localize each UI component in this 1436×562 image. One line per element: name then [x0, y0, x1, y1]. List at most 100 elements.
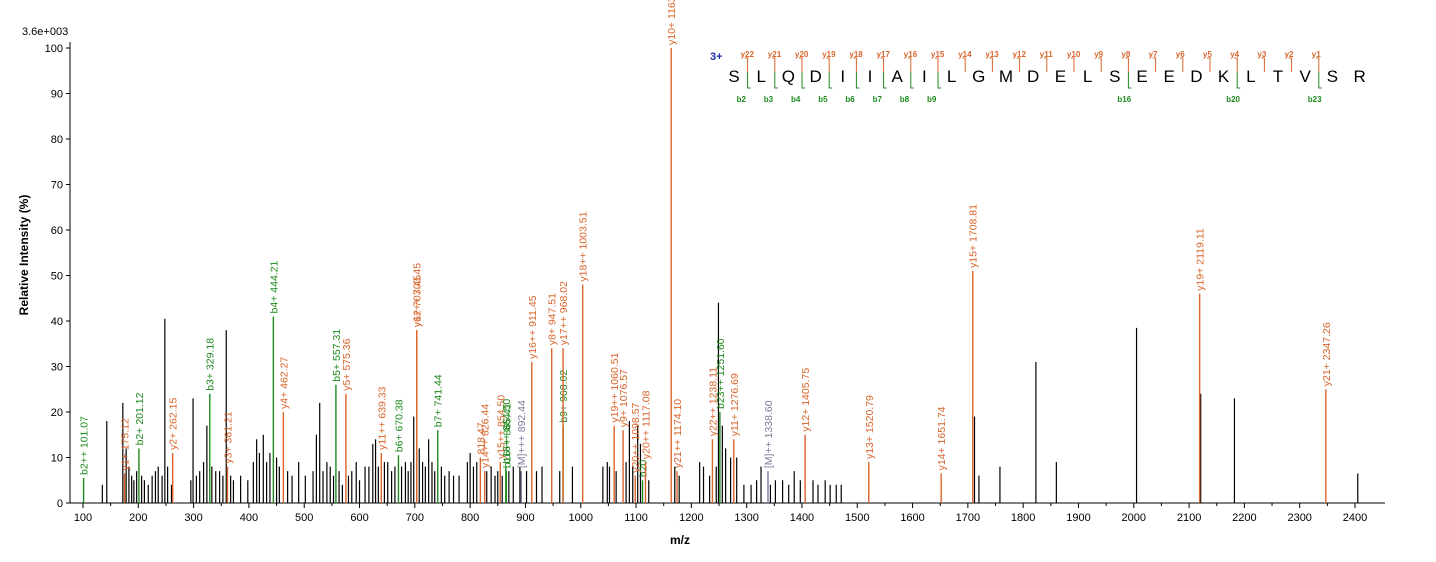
y-fragment-label: y6: [1176, 50, 1185, 59]
y-fragment-label: y4: [1230, 50, 1239, 59]
peak-label: y2+ 262.15: [168, 398, 180, 450]
peak-label: y19+ 2119.11: [1195, 228, 1207, 291]
peak-label: y14++ 826.44: [480, 404, 492, 468]
x-tick-label: 700: [406, 512, 424, 524]
y-fragment-bracket: [1180, 58, 1183, 72]
y-tick-label: 20: [51, 407, 63, 419]
peak-label: b6+ 670.38: [393, 399, 405, 452]
peak-label: y12+ 1405.75: [800, 368, 812, 432]
y-fragment-label: y16: [904, 50, 918, 59]
b-fragment-label: b7: [873, 95, 883, 104]
b-fragment-bracket: [802, 72, 805, 88]
peak-label: b20: [638, 460, 650, 478]
peak-label: y15+ 1708.81: [968, 204, 980, 268]
b-fragment-label: b6: [845, 95, 855, 104]
y-fragment-label: y19: [822, 50, 836, 59]
y-fragment-label: y12: [1013, 50, 1027, 59]
y-fragment-label: y5: [1203, 50, 1212, 59]
peak-label: [M]+++ 892.44: [516, 400, 528, 468]
y-fragment-bracket: [1071, 58, 1074, 72]
x-tick-label: 300: [184, 512, 202, 524]
residue-letter: S: [1327, 67, 1338, 86]
peak-label: y21+ 2347.26: [1321, 322, 1333, 386]
b-fragment-label: b5: [818, 95, 828, 104]
residue-letter: M: [999, 67, 1013, 86]
y-fragment-bracket: [989, 58, 992, 72]
x-tick-label: 1700: [956, 512, 980, 524]
peak-label: y11+ 1276.69: [729, 373, 741, 436]
peak-label: y14+ 1651.74: [936, 406, 948, 470]
y-fragment-bracket: [908, 58, 911, 72]
x-tick-label: 100: [74, 512, 92, 524]
b-fragment-label: b8: [900, 95, 910, 104]
b-fragment-label: b16: [1117, 95, 1131, 104]
b-fragment-bracket: [748, 72, 751, 88]
peak-label: b16++ 865.41: [501, 403, 513, 468]
intensity-scale-label: 3.6e+003: [22, 26, 68, 38]
y-tick-label: 80: [51, 134, 63, 146]
y-axis-title: Relative Intensity (%): [17, 195, 31, 316]
y-fragment-bracket: [1261, 58, 1264, 72]
residue-letter: I: [840, 67, 845, 86]
y-fragment-bracket: [1017, 58, 1020, 72]
y-fragment-label: y17: [877, 50, 891, 59]
residue-letter: I: [922, 67, 927, 86]
b-fragment-label: b4: [791, 95, 801, 104]
y-fragment-label: y7: [1149, 50, 1158, 59]
x-axis-title: m/z: [670, 533, 690, 547]
x-tick-label: 1400: [790, 512, 814, 524]
y-tick-label: 0: [57, 498, 63, 510]
b-fragment-bracket: [938, 72, 941, 88]
x-tick-label: 200: [129, 512, 147, 524]
b-fragment-bracket: [884, 72, 887, 88]
x-tick-label: 2100: [1177, 512, 1201, 524]
residue-letter: L: [1246, 67, 1255, 86]
y-fragment-label: y21: [768, 50, 782, 59]
x-tick-label: 800: [461, 512, 479, 524]
y-fragment-label: y2: [1285, 50, 1294, 59]
peak-label: y13+ 1520.79: [864, 395, 876, 459]
y-fragment-label: y3: [1257, 50, 1266, 59]
x-tick-label: 1100: [624, 512, 648, 524]
y-fragment-label: y18: [849, 50, 863, 59]
peak-label: b2+ 201.12: [134, 392, 146, 445]
residue-letter: A: [892, 67, 904, 86]
peak-label: y20++ 1117.08: [640, 390, 652, 459]
residue-letter: L: [1083, 67, 1092, 86]
y-fragment-bracket: [962, 58, 965, 72]
b-fragment-label: b23: [1308, 95, 1322, 104]
y-fragment-label: y11: [1040, 50, 1053, 59]
residue-letter: G: [972, 67, 985, 86]
y-tick-label: 100: [45, 43, 63, 55]
b-fragment-bracket: [1128, 72, 1131, 88]
residue-letter: D: [1027, 67, 1039, 86]
residue-letter: E: [1136, 67, 1147, 86]
y-fragment-label: y15: [931, 50, 945, 59]
y-fragment-bracket: [1098, 58, 1101, 72]
residue-letter: L: [947, 67, 956, 86]
y-fragment-bracket: [799, 58, 802, 72]
peak-label: y3+ 361.21: [222, 411, 234, 463]
axes: 0 10 20 30 40 50 60 70 80 90 100 100 200 300 400 500 600…: [45, 42, 1385, 524]
x-tick-label: 600: [350, 512, 368, 524]
y-fragment-bracket: [1153, 58, 1156, 72]
peak-label: b3+ 329.18: [205, 338, 217, 391]
y-tick-label: 90: [51, 89, 63, 101]
x-tick-label: 1300: [734, 512, 758, 524]
y-fragment-label: y1: [1312, 50, 1321, 59]
peak-label: b9+ 968.02: [558, 370, 570, 423]
y-fragment-bracket: [1234, 58, 1237, 72]
x-tick-label: 1500: [845, 512, 869, 524]
y-fragment-bracket: [772, 58, 775, 72]
residue-letter: V: [1300, 67, 1312, 86]
b-fragment-bracket: [829, 72, 832, 88]
peak-label: b23++ 1251.60: [715, 338, 727, 409]
residue-letter: S: [728, 67, 739, 86]
residue-letter: Q: [782, 67, 795, 86]
residue-letter: L: [756, 67, 765, 86]
y-tick-label: 10: [51, 453, 63, 465]
y-tick-label: 40: [51, 316, 63, 328]
x-tick-label: 1000: [568, 512, 592, 524]
